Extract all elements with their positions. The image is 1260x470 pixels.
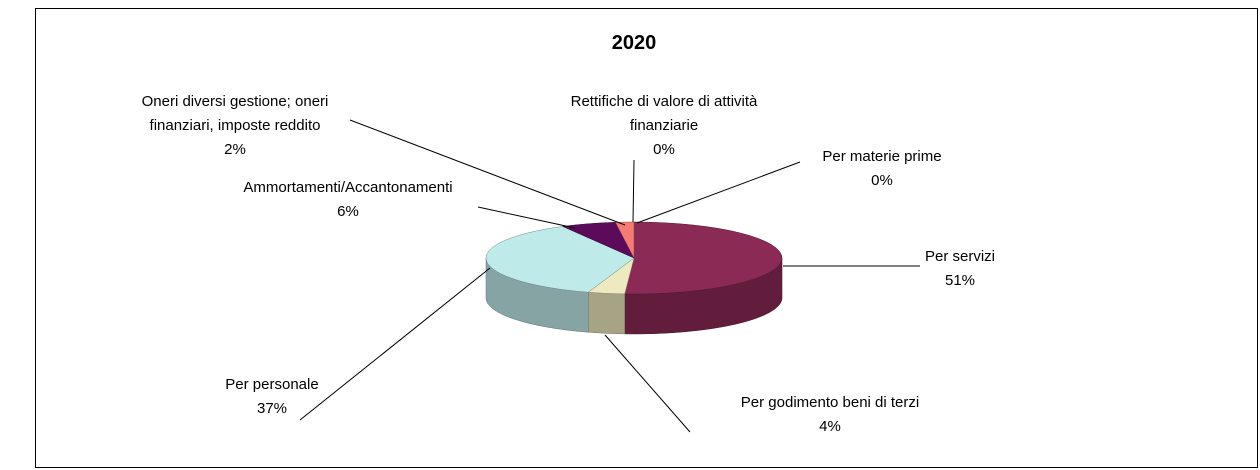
category-label: Per godimento beni di terzi (740, 394, 920, 411)
value-label: 51% (944, 272, 976, 289)
leader-line (349, 119, 626, 226)
pie-side (588, 291, 625, 335)
slice-label: Oneri diversi gestione; oneri finanziari… (128, 90, 343, 162)
slice-label: Rettifiche di valore di attività finanzi… (557, 90, 772, 162)
category-label: Per servizi (924, 248, 995, 265)
value-label: 4% (819, 418, 841, 435)
pie-slice (624, 221, 783, 295)
category-label: Per materie prime (822, 148, 942, 165)
category-label: Per personale (225, 376, 319, 393)
slice-label: Ammortamenti/Accantonamenti 6% (198, 176, 498, 224)
slice-label: Per servizi 51% (900, 245, 1020, 293)
leader-line (477, 206, 576, 229)
pie-slice (615, 221, 635, 259)
leader-line (299, 267, 491, 421)
value-label: 37% (256, 400, 288, 417)
value-label: 6% (337, 203, 359, 220)
slice-label: Per personale 37% (202, 373, 342, 421)
pie-tops (485, 221, 783, 295)
category-label: Ammortamenti/Accantonamenti (243, 179, 453, 196)
value-label: 0% (871, 172, 893, 189)
slice-label: Per godimento beni di terzi 4% (700, 391, 960, 439)
category-label: Oneri diversi gestione; oneri finanziari… (141, 93, 329, 134)
leader-line (604, 334, 691, 433)
leader-line (632, 159, 635, 223)
leader-lines (299, 119, 920, 433)
pie-slice (485, 226, 635, 293)
value-label: 2% (224, 141, 246, 158)
category-label: Rettifiche di valore di attività finanzi… (570, 93, 758, 134)
value-label: 0% (653, 141, 675, 158)
chart-title: 2020 (611, 32, 657, 54)
slice-label: Per materie prime 0% (782, 145, 982, 193)
leader-line (636, 161, 801, 224)
